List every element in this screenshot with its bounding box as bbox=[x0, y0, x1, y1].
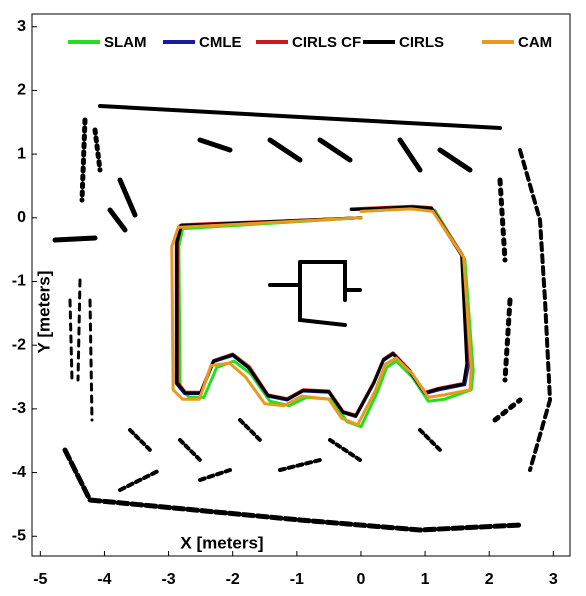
x-axis-label: X [meters] bbox=[180, 533, 263, 552]
x-tick-label: 1 bbox=[421, 571, 430, 588]
y-tick-label: -4 bbox=[12, 464, 26, 481]
y-tick-label: -2 bbox=[12, 336, 26, 353]
legend-label: CIRLS bbox=[399, 34, 444, 51]
legend-label: CMLE bbox=[199, 34, 242, 51]
legend-label: CIRLS CF bbox=[292, 34, 361, 51]
legend-label: SLAM bbox=[104, 34, 147, 51]
y-axis-label: Y [meters] bbox=[34, 271, 53, 354]
y-tick-label: -3 bbox=[12, 400, 26, 417]
y-tick-label: 3 bbox=[17, 18, 26, 35]
trajectory bbox=[170, 207, 473, 427]
y-tick-label: -5 bbox=[12, 527, 26, 544]
legend-label: CAM bbox=[518, 34, 552, 51]
y-tick-label: 2 bbox=[17, 82, 26, 99]
x-tick-label: 0 bbox=[357, 571, 366, 588]
x-tick-label: 2 bbox=[485, 571, 494, 588]
x-tick-label: -2 bbox=[226, 571, 240, 588]
x-tick-label: -1 bbox=[290, 571, 304, 588]
x-tick-label: -4 bbox=[97, 571, 111, 588]
occupancy-map bbox=[52, 104, 553, 533]
y-tick-label: 0 bbox=[17, 209, 26, 226]
x-tick-label: 3 bbox=[549, 571, 558, 588]
x-tick-label: -5 bbox=[33, 571, 47, 588]
y-tick-label: 1 bbox=[17, 145, 26, 162]
y-tick-label: -1 bbox=[12, 273, 26, 290]
x-tick-label: -3 bbox=[161, 571, 175, 588]
trajectory bbox=[175, 205, 469, 418]
